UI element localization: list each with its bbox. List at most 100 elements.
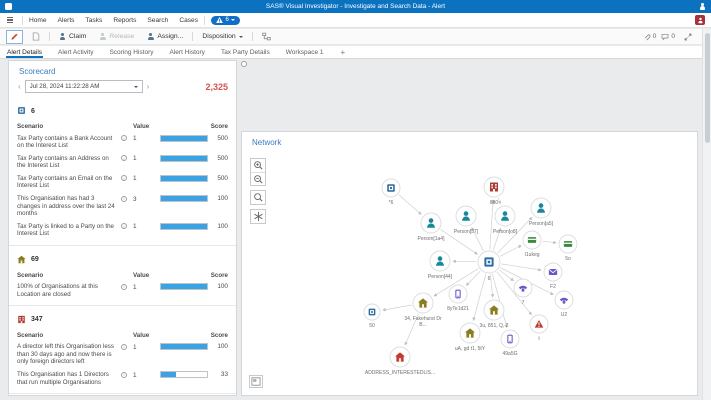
tax-party-icon — [484, 257, 494, 267]
node-label: 8yTe1d21 — [447, 306, 469, 312]
network-edge — [398, 194, 422, 215]
toolbar: Claim Release Assign... Disposition 0 0 — [0, 29, 702, 45]
tab-workspace-1[interactable]: Workspace 1 — [285, 48, 324, 56]
zoom-reset-button[interactable] — [250, 190, 266, 205]
tab-tax-party-details[interactable]: Tax Party Details — [220, 48, 270, 56]
network-node-org880[interactable]: 880 — [483, 176, 505, 206]
info-icon[interactable] — [121, 195, 127, 202]
network-node-mob2[interactable]: 49a5G — [500, 329, 520, 357]
tab-alert-activity[interactable]: Alert Activity — [58, 48, 94, 56]
info-icon[interactable] — [121, 135, 127, 141]
warning-icon — [534, 320, 544, 328]
address-icon — [418, 298, 428, 308]
menu-item-cases[interactable]: Cases — [179, 16, 199, 24]
score-bar-fill — [161, 135, 207, 141]
network-node-p3[interactable]: Person[o8] — [493, 205, 518, 235]
overview-button[interactable] — [249, 375, 263, 388]
menu-item-tasks[interactable]: Tasks — [85, 16, 103, 24]
freeze-layout-button[interactable] — [250, 209, 266, 224]
scenario-text: This Organisation has had 3 changes in a… — [17, 195, 115, 218]
node-label: Person[a5] — [529, 221, 554, 227]
menu-item-home[interactable]: Home — [29, 16, 47, 24]
edit-button[interactable] — [6, 29, 23, 44]
network-node-addr3[interactable]: uA, gd t1, 5tY — [455, 322, 486, 352]
info-icon[interactable] — [121, 371, 127, 378]
tab-scoring-history[interactable]: Scoring History — [109, 48, 154, 56]
info-icon[interactable] — [121, 283, 127, 290]
score-bar — [160, 134, 208, 142]
snapshot-select[interactable]: Jul 28, 2024 11:22:28 AM — [24, 80, 143, 93]
address-icon — [465, 328, 475, 338]
network-node-ph2[interactable]: U2 — [554, 290, 574, 318]
score-number: 500 — [217, 174, 228, 182]
window-title: SAS® Visual Investigator - Investigate a… — [265, 3, 446, 10]
network-edge — [492, 227, 502, 251]
scrollbar[interactable] — [702, 29, 711, 400]
network-graph[interactable]: *6 880 Person[1a4] Person[57] Person[o8] Pers… — [242, 132, 697, 395]
scenario-text: 100% of Organisations at this Location a… — [17, 283, 98, 298]
claim-button[interactable]: Claim — [55, 31, 90, 43]
info-icon[interactable] — [121, 223, 127, 230]
comments-count[interactable]: 0 — [661, 33, 675, 41]
network-node-tp3[interactable]: 50 — [363, 303, 381, 329]
network-node-addr1[interactable]: 34, Fakehurst DrB... — [404, 292, 442, 328]
organisation-icon — [490, 182, 498, 192]
network-node-acct1[interactable]: I1ukeg — [522, 230, 542, 258]
network-node-mob1[interactable]: 8yTe1d21 — [447, 284, 469, 312]
network-node-ph1[interactable]: 7 — [513, 278, 533, 306]
network-node-addr4[interactable]: ADDRESS_INTERESTEDLIS... — [365, 346, 435, 376]
add-tab-button[interactable]: + — [340, 48, 346, 57]
account-icon — [527, 237, 537, 243]
tax-party-icon — [17, 102, 26, 120]
main-menu: Home Alerts Tasks Reports Search Cases — [29, 17, 198, 24]
next-snapshot-button[interactable]: › — [146, 81, 150, 91]
info-icon[interactable] — [121, 155, 127, 162]
tab-alert-details[interactable]: Alert Details — [6, 47, 44, 58]
prev-snapshot-button[interactable]: ‹ — [18, 81, 21, 91]
score-number: 100 — [217, 283, 228, 291]
zoom-out-button[interactable] — [251, 172, 265, 185]
menu-item-reports[interactable]: Reports — [113, 16, 137, 24]
organisation-icon — [18, 315, 25, 323]
zoom-in-button[interactable] — [251, 159, 265, 172]
network-edge — [498, 269, 514, 282]
network-node-warn1[interactable]: t — [529, 314, 549, 342]
release-button[interactable]: Release — [95, 31, 138, 43]
assign-button[interactable]: Assign... — [143, 31, 187, 43]
info-icon[interactable] — [121, 175, 127, 182]
network-node-tp2[interactable]: *6 — [381, 178, 401, 206]
app-menu-icon[interactable] — [4, 15, 16, 25]
address-icon — [489, 305, 499, 315]
network-node-p2[interactable]: Person[57] — [454, 205, 479, 235]
column-scenario: Scenario — [17, 123, 44, 130]
node-label: t — [538, 336, 540, 342]
attachments-count[interactable]: 0 — [643, 33, 656, 41]
scenario-row: Tax Party contains an Email on the Inter… — [17, 172, 228, 192]
network-node-acct2[interactable]: 5o — [558, 234, 578, 262]
network-node-center[interactable]: 6 — [477, 250, 501, 282]
alerts-badge[interactable]: 6 — [211, 15, 241, 25]
node-label: *6 — [389, 200, 394, 206]
user-avatar[interactable] — [695, 15, 705, 25]
node-label: ADDRESS_INTERESTEDLIS... — [365, 370, 435, 376]
expand-button[interactable] — [680, 30, 696, 43]
node-label: U2 — [561, 312, 568, 318]
scorecard-title: Scorecard — [19, 67, 56, 76]
tab-alert-history[interactable]: Alert History — [169, 48, 205, 56]
scrollbar-thumb[interactable] — [704, 33, 710, 143]
info-icon[interactable] — [121, 343, 127, 350]
claim-person-icon — [59, 33, 66, 40]
network-node-p5[interactable]: Person[44] — [428, 250, 453, 280]
user-icon[interactable] — [699, 0, 706, 16]
menu-item-alerts[interactable]: Alerts — [57, 16, 75, 24]
workflow-button[interactable] — [258, 30, 275, 44]
network-node-addr2[interactable]: 3u, 851, Q, 2 — [480, 299, 509, 329]
network-node-env1[interactable]: F2 — [543, 262, 563, 290]
disposition-dropdown[interactable]: Disposition — [198, 31, 246, 43]
warning-icon — [216, 17, 223, 23]
details-button[interactable] — [28, 30, 44, 44]
network-node-p4[interactable]: Person[a5] — [529, 197, 554, 227]
menu-item-search[interactable]: Search — [147, 16, 169, 24]
network-node-p1[interactable]: Person[1a4] — [418, 212, 446, 242]
